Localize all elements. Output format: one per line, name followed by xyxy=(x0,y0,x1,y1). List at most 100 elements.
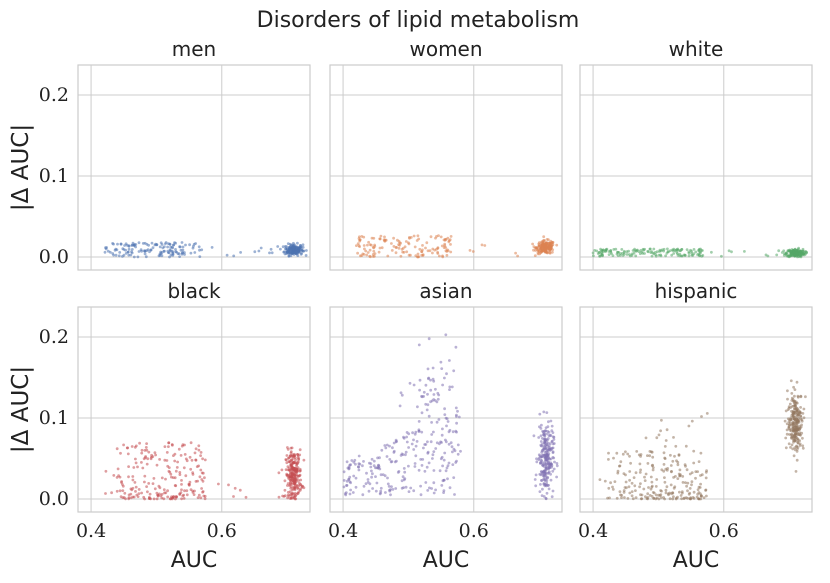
data-point xyxy=(194,242,198,245)
data-point xyxy=(293,482,297,485)
data-point xyxy=(692,490,696,494)
data-point xyxy=(672,486,676,490)
data-point xyxy=(408,236,411,239)
data-point xyxy=(659,489,662,492)
data-point xyxy=(417,343,421,347)
data-point xyxy=(543,456,547,460)
data-point xyxy=(446,420,450,423)
data-point xyxy=(671,497,675,501)
data-point xyxy=(793,394,796,398)
data-point xyxy=(166,489,170,493)
data-point xyxy=(290,488,294,492)
data-point xyxy=(628,254,632,258)
data-point xyxy=(428,486,431,490)
data-point xyxy=(183,253,186,256)
data-point xyxy=(783,419,787,423)
data-point xyxy=(386,476,389,480)
data-point xyxy=(743,250,746,253)
data-point xyxy=(296,241,299,245)
data-point xyxy=(289,482,292,485)
data-point xyxy=(124,248,127,252)
data-point xyxy=(672,495,675,499)
data-point xyxy=(169,249,172,253)
data-point xyxy=(442,458,446,462)
data-point xyxy=(795,401,799,405)
data-point xyxy=(634,489,637,492)
panel-men: men 0.0 0.1 0.2|Δ AUC| xyxy=(8,37,311,271)
data-point xyxy=(547,487,551,491)
data-point xyxy=(189,251,193,255)
data-point xyxy=(299,252,303,256)
data-point xyxy=(413,245,417,249)
data-point xyxy=(448,486,452,490)
data-point xyxy=(195,465,199,468)
data-point xyxy=(244,495,248,499)
data-point xyxy=(420,464,424,467)
data-point xyxy=(121,255,124,258)
data-point xyxy=(788,402,792,406)
data-point xyxy=(270,251,274,255)
data-point xyxy=(426,392,429,396)
data-point xyxy=(182,497,186,500)
data-point xyxy=(455,459,458,463)
data-point xyxy=(616,469,620,473)
data-point xyxy=(118,489,122,493)
data-point xyxy=(548,442,552,446)
data-point xyxy=(437,234,440,238)
data-point xyxy=(452,476,456,479)
data-point xyxy=(374,475,377,478)
panel-women: women xyxy=(329,37,563,271)
data-point xyxy=(630,490,634,493)
data-point xyxy=(148,497,151,500)
data-point xyxy=(451,463,455,466)
data-point xyxy=(291,454,295,458)
data-point xyxy=(424,402,428,406)
panel-title-hispanic: hispanic xyxy=(655,279,738,303)
data-point xyxy=(295,462,299,466)
data-point xyxy=(538,425,541,429)
data-point xyxy=(432,398,436,401)
data-point xyxy=(452,447,456,451)
data-point xyxy=(698,486,702,489)
data-point xyxy=(668,491,671,495)
data-point xyxy=(283,488,287,492)
data-point xyxy=(794,429,797,433)
data-point xyxy=(443,451,447,455)
data-point xyxy=(203,476,206,480)
data-point xyxy=(550,246,553,250)
data-point xyxy=(793,407,797,411)
data-point xyxy=(686,481,690,485)
data-point xyxy=(430,487,433,490)
data-point xyxy=(612,248,616,251)
data-point xyxy=(279,247,282,251)
data-point xyxy=(409,486,413,490)
data-point xyxy=(449,235,453,238)
data-point xyxy=(120,481,123,484)
data-point xyxy=(443,407,446,411)
data-point xyxy=(538,252,541,256)
data-point xyxy=(402,436,406,440)
data-point xyxy=(379,234,383,238)
data-point xyxy=(701,249,704,252)
data-point xyxy=(544,469,547,473)
data-point xyxy=(172,243,176,247)
data-point xyxy=(795,411,799,415)
data-point xyxy=(676,463,680,467)
data-point xyxy=(362,484,366,488)
data-point xyxy=(431,251,434,255)
data-point xyxy=(443,413,447,416)
data-point xyxy=(362,460,365,463)
data-point xyxy=(417,468,421,472)
data-point xyxy=(414,444,418,448)
data-point xyxy=(533,478,537,481)
data-point xyxy=(457,415,461,419)
data-point xyxy=(192,244,195,248)
data-point xyxy=(388,458,392,461)
data-point xyxy=(643,475,646,479)
plot-frame xyxy=(77,306,311,513)
data-point xyxy=(365,471,368,475)
data-point xyxy=(199,454,203,457)
data-point xyxy=(775,253,779,257)
data-point xyxy=(115,248,119,252)
